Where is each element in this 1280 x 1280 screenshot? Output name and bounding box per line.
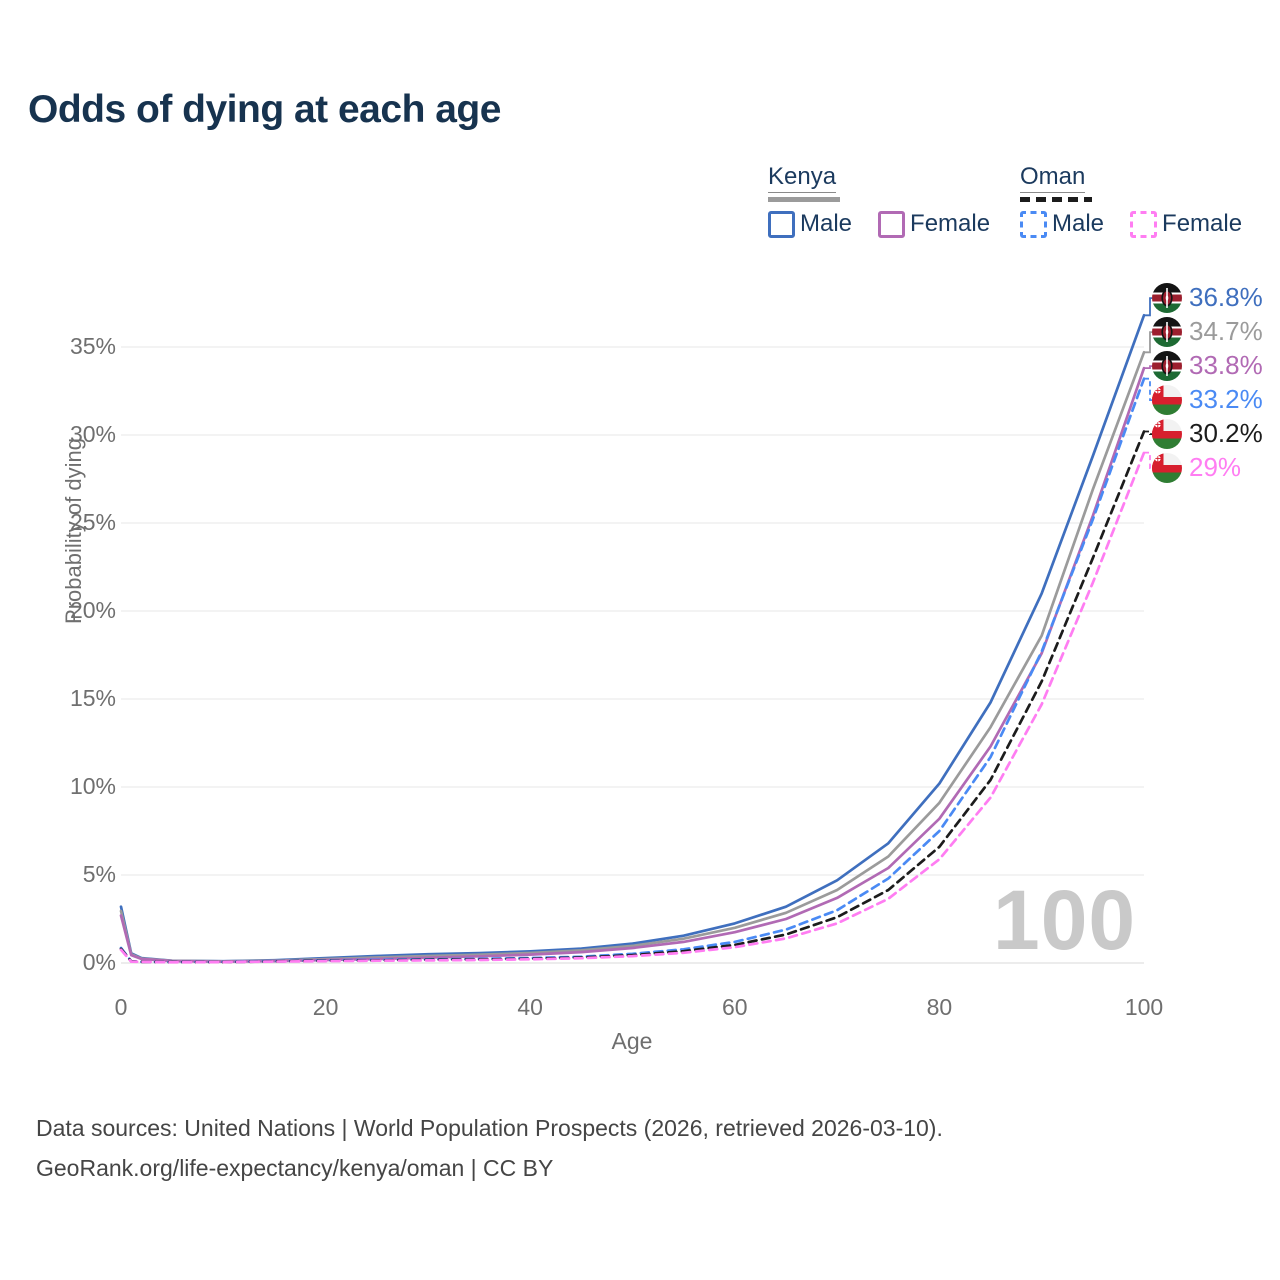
kenya-flag-icon — [1152, 350, 1182, 381]
end-value: 33.8% — [1189, 350, 1263, 381]
x-axis-title: Age — [611, 1028, 653, 1054]
oman-flag-icon — [1152, 452, 1182, 483]
end-value: 29% — [1189, 452, 1242, 483]
series-line-kenya — [119, 350, 1146, 963]
footer-data-sources: Data sources: United Nations | World Pop… — [36, 1115, 943, 1141]
y-tick-10: 10% — [69, 773, 116, 799]
series-line-oman-female — [119, 451, 1146, 964]
oman-flag-icon — [1152, 384, 1182, 415]
footer-attribution: GeoRank.org/life-expectancy/kenya/oman |… — [36, 1155, 554, 1181]
series-line-kenya-male — [119, 313, 1146, 963]
y-tick-15: 15% — [69, 685, 116, 711]
oman-female-checkbox[interactable] — [1130, 210, 1158, 238]
footer: Data sources: United Nations | World Pop… — [36, 1108, 943, 1188]
legend-group-kenya: Kenya Male Female — [768, 163, 990, 238]
legend-group-oman: Oman Male Female — [1020, 163, 1242, 238]
oman-male-checkbox[interactable] — [1020, 210, 1047, 238]
oman-flag-icon — [1152, 418, 1182, 449]
end-label-oman-male: 33.2% — [1152, 384, 1263, 415]
end-label-kenya-female: 33.8% — [1152, 350, 1263, 381]
legend-country-kenya[interactable]: Kenya — [768, 163, 837, 193]
legend-item-kenya-female[interactable]: Female — [878, 210, 990, 238]
legend-item-kenya-male[interactable]: Male — [768, 210, 852, 238]
x-tick-100: 100 — [1124, 994, 1164, 1020]
y-tick-35: 35% — [69, 333, 116, 359]
y-tick-0: 0% — [82, 949, 116, 975]
legend-items-oman: Male Female — [1020, 210, 1242, 238]
y-tick-5: 5% — [82, 861, 116, 887]
end-value: 34.7% — [1189, 316, 1263, 347]
legend-label-kenya-female: Female — [910, 210, 991, 237]
end-connector-oman-female — [1144, 451, 1156, 469]
chart-plot — [119, 297, 1156, 964]
legend-label-oman-female: Female — [1162, 210, 1243, 237]
y-tick-25: 25% — [69, 509, 116, 535]
legend-items-kenya: Male Female — [768, 210, 990, 238]
legend-label-oman-male: Male — [1052, 210, 1105, 237]
x-tick-40: 40 — [517, 994, 543, 1020]
age-watermark: 100 — [993, 873, 1137, 967]
kenya-line-style-swatch — [768, 197, 840, 202]
x-tick-60: 60 — [722, 994, 748, 1020]
end-label-kenya: 34.7% — [1152, 316, 1263, 347]
page-title: Odds of dying at each age — [28, 88, 501, 131]
x-tick-20: 20 — [312, 994, 339, 1020]
kenya-flag-icon — [1152, 316, 1182, 347]
kenya-male-checkbox[interactable] — [768, 210, 795, 238]
series-line-oman — [119, 430, 1146, 964]
oman-line-style-swatch — [1020, 197, 1092, 202]
legend-label-kenya-male: Male — [800, 210, 853, 237]
kenya-female-checkbox[interactable] — [878, 210, 906, 238]
x-tick-80: 80 — [926, 994, 953, 1020]
end-value: 36.8% — [1189, 282, 1263, 313]
end-label-oman: 30.2% — [1152, 418, 1263, 449]
end-value: 33.2% — [1189, 384, 1263, 415]
y-tick-20: 20% — [69, 597, 116, 623]
end-label-kenya-male: 36.8% — [1152, 282, 1263, 313]
legend-item-oman-male[interactable]: Male — [1020, 210, 1104, 238]
end-label-oman-female: 29% — [1152, 452, 1241, 483]
y-tick-30: 30% — [69, 421, 116, 447]
end-value: 30.2% — [1189, 418, 1263, 449]
kenya-flag-icon — [1152, 282, 1182, 313]
legend-country-oman[interactable]: Oman — [1020, 163, 1086, 193]
x-tick-0: 0 — [114, 994, 128, 1020]
series-line-kenya-female — [119, 366, 1146, 963]
legend-item-oman-female[interactable]: Female — [1130, 210, 1242, 238]
